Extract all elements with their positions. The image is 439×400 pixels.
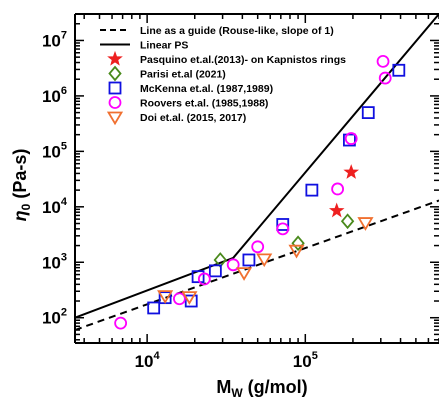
data-point-square — [361, 106, 375, 120]
data-point-triangle-down — [235, 267, 253, 281]
legend-entry-series-2: McKenna et.al. (1987,1989) — [140, 83, 273, 95]
y-tick-label-0: 102 — [42, 307, 67, 328]
legend-entry-line-1: Linear PS — [140, 40, 188, 52]
data-point-triangle-down — [157, 290, 174, 304]
legend: Line as a guide (Rouse-like, slope of 1)… — [100, 25, 346, 126]
x-tick-label-0: 104 — [135, 350, 161, 371]
data-point-square — [392, 63, 406, 77]
x-tick-label-exp: 4 — [154, 350, 161, 362]
y-axis-label-rest: (Pa-s) — [10, 149, 30, 204]
y-axis-label-sub: 0 — [19, 203, 33, 210]
y-tick-label-exp: 2 — [61, 307, 67, 319]
legend-marker-circle — [108, 96, 122, 109]
line-dashed-0 — [75, 199, 439, 331]
legend-marker-square — [108, 81, 122, 95]
legend-entry-series-3: Roovers et.al. (1985,1988) — [140, 98, 268, 110]
data-point-square — [184, 294, 198, 308]
data-point-square — [242, 253, 256, 267]
legend-marker-triangle-down — [106, 111, 124, 126]
data-point-square — [208, 264, 222, 278]
y-axis-label-main: η — [10, 210, 30, 221]
y-tick-label-base: 10 — [42, 87, 61, 106]
data-point-circle — [251, 240, 265, 254]
data-point-circle — [114, 316, 128, 330]
y-tick-label-4: 106 — [42, 85, 67, 106]
x-tick-label-base: 10 — [293, 352, 312, 371]
legend-entry-series-1: Parisi et.al (2021) — [140, 69, 226, 81]
legend-marker-diamond — [108, 65, 122, 82]
legend-entry-line-0: Line as a guide (Rouse-like, slope of 1) — [140, 25, 334, 37]
data-point-triangle-down — [357, 217, 374, 231]
x-axis-label-rest: (g/mol) — [243, 377, 308, 397]
x-tick-label-base: 10 — [135, 352, 154, 371]
data-point-square — [191, 270, 205, 284]
x-tick-label-exp: 5 — [312, 350, 318, 362]
data-point-triangle-down — [256, 253, 273, 268]
y-tick-label-base: 10 — [42, 31, 61, 50]
y-axis-label: η0 (Pa-s) — [10, 149, 33, 222]
data-point-square — [343, 133, 356, 147]
data-point-diamond — [340, 213, 355, 230]
plot-area-group — [75, 14, 439, 331]
data-point-circle — [378, 71, 392, 85]
y-tick-label-exp: 5 — [61, 140, 67, 152]
data-point-circle — [376, 54, 390, 68]
y-tick-label-2: 104 — [42, 196, 68, 217]
y-tick-label-exp: 6 — [61, 85, 67, 97]
y-tick-label-base: 10 — [42, 142, 61, 161]
y-tick-label-1: 103 — [42, 251, 67, 272]
legend-entry-series-0: Pasquino et.al.(2013)- on Kapnistos ring… — [140, 54, 346, 66]
line-solid-1 — [75, 14, 439, 319]
data-point-circle — [226, 258, 240, 272]
y-tick-label-base: 10 — [42, 198, 61, 217]
data-point-circle — [197, 272, 211, 286]
y-tick-label-3: 105 — [42, 140, 67, 161]
data-point-star — [343, 164, 360, 179]
data-point-triangle-down — [181, 291, 198, 305]
legend-marker-star — [107, 50, 123, 66]
y-tick-label-exp: 4 — [61, 196, 68, 208]
x-axis-label-main: M — [216, 377, 231, 397]
data-point-star — [328, 202, 345, 218]
y-tick-label-exp: 3 — [61, 251, 67, 263]
y-tick-label-exp: 7 — [61, 29, 67, 41]
data-point-diamond — [291, 235, 305, 252]
y-tick-label-base: 10 — [42, 309, 61, 328]
data-point-triangle-down — [288, 244, 305, 259]
y-tick-label-base: 10 — [42, 253, 61, 272]
data-point-square — [147, 301, 161, 315]
legend-entry-series-4: Doi et.al. (2015, 2017) — [140, 112, 246, 124]
x-axis-label-sub: W — [231, 386, 243, 400]
data-point-circle — [331, 182, 345, 196]
axis-labels: MW (g/mol) η0 (Pa-s) — [10, 149, 308, 400]
x-tick-label-1: 105 — [293, 350, 318, 371]
data-point-circle — [173, 292, 186, 306]
y-tick-label-5: 107 — [42, 29, 67, 50]
data-point-square — [305, 183, 319, 197]
data-point-square — [276, 218, 290, 231]
data-point-circle — [276, 222, 290, 236]
data-point-circle — [344, 132, 358, 145]
x-axis-label: MW (g/mol) — [216, 377, 307, 400]
